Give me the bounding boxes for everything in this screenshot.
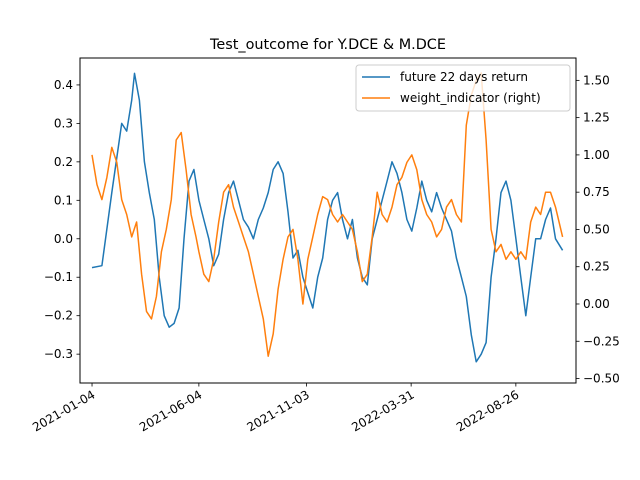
- right-y-tick-label: 0.00: [583, 297, 610, 311]
- chart-title: Test_outcome for Y.DCE & M.DCE: [209, 37, 446, 53]
- left-y-tick-label: 0.2: [54, 155, 73, 169]
- left-y-axis: −0.3 −0.2 −0.1 0.0 0.1 0.2 0.3 0.4: [44, 78, 80, 361]
- right-y-tick-label: 0.75: [583, 185, 610, 199]
- right-y-tick-label: −0.25: [583, 334, 620, 348]
- left-y-tick-label: −0.3: [44, 347, 73, 361]
- legend-label-weight: weight_indicator (right): [400, 91, 541, 105]
- right-y-axis: −0.50 −0.25 0.00 0.25 0.50 0.75 1.00 1.25 1.50: [576, 73, 620, 386]
- right-y-tick-label: 1.25: [583, 111, 610, 125]
- legend-box: [355, 64, 571, 112]
- left-y-tick-label: −0.1: [44, 270, 73, 284]
- left-y-tick-label: 0.3: [54, 116, 73, 130]
- left-y-tick-label: 0.4: [54, 78, 73, 92]
- series-line-return: [91, 72, 564, 363]
- plot-frame: [79, 57, 577, 384]
- right-y-tick-label: 0.50: [583, 222, 610, 236]
- legend: future 22 days return weight_indicator (…: [355, 64, 571, 112]
- right-y-tick-label: −0.50: [583, 372, 620, 386]
- right-y-tick-label: 1.00: [583, 148, 610, 162]
- left-y-tick-label: 0.0: [54, 232, 73, 246]
- left-y-tick-label: −0.2: [44, 309, 73, 323]
- right-y-tick-label: 0.25: [583, 260, 610, 274]
- left-y-tick-label: 0.1: [54, 193, 73, 207]
- right-y-tick-label: 1.50: [583, 73, 610, 87]
- legend-label-return: future 22 days return: [400, 70, 528, 84]
